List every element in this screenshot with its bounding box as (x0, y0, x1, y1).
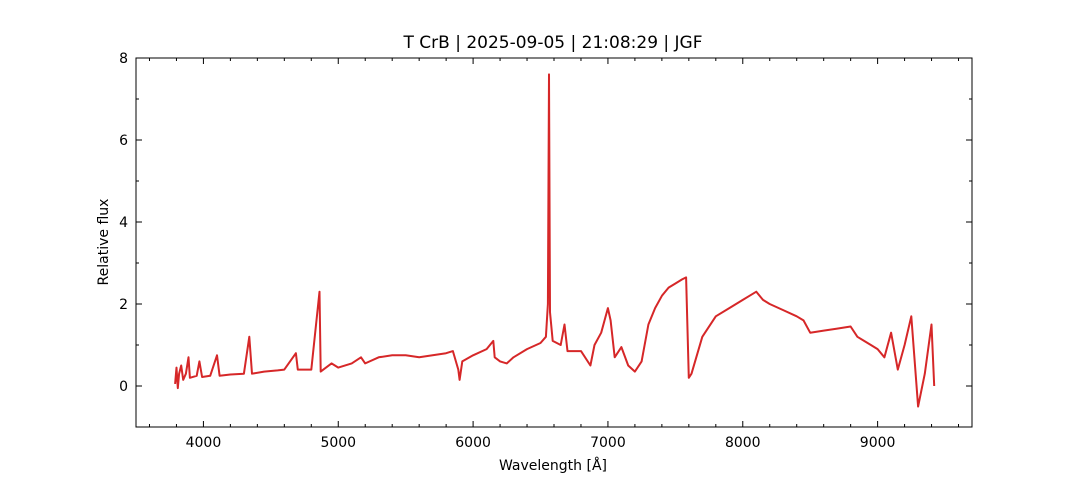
y-tick-label: 8 (119, 51, 128, 67)
y-axis: 0 2 4 6 8 (119, 51, 972, 395)
x-tick-label: 9000 (860, 435, 896, 451)
x-tick-label: 5000 (320, 435, 356, 451)
x-axis: 4000 5000 6000 7000 8000 9000 (186, 58, 896, 451)
y-tick-label: 2 (119, 297, 128, 313)
spectrum-line (174, 73, 936, 408)
minor-ticks (136, 58, 972, 428)
x-tick-label: 6000 (455, 435, 491, 451)
chart-title: T CrB | 2025-09-05 | 21:08:29 | JGF (402, 33, 702, 53)
x-axis-label: Wavelength [Å] (499, 457, 607, 474)
plot-area (135, 57, 973, 428)
y-tick-label: 4 (119, 215, 128, 231)
y-tick-label: 0 (119, 379, 128, 395)
x-tick-label: 4000 (186, 435, 222, 451)
x-tick-label: 8000 (725, 435, 761, 451)
y-axis-label: Relative flux (96, 199, 112, 286)
x-tick-label: 7000 (590, 435, 626, 451)
y-tick-label: 6 (119, 133, 128, 149)
